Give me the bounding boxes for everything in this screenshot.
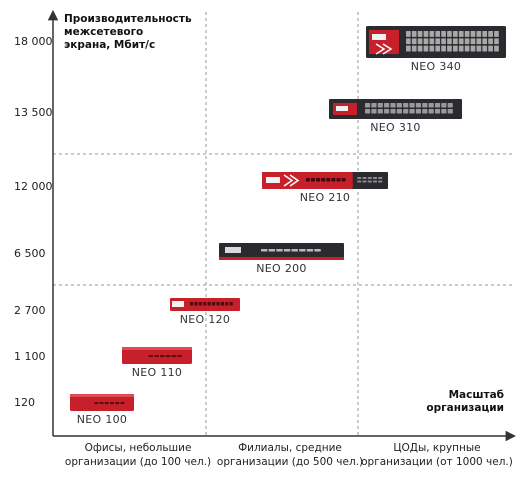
- device-neo-120: NEO 120: [170, 298, 240, 326]
- y-tick-label: 1 100: [14, 350, 46, 363]
- y-tick-label: 13 500: [14, 106, 53, 119]
- device-neo-110: NEO 110: [122, 347, 192, 379]
- device-neo-210: NEO 210: [262, 172, 388, 204]
- device-label: NEO 200: [256, 262, 306, 275]
- category-labels: Офисы, небольшие организации (до 100 чел.…: [65, 442, 513, 468]
- device-neo-340: NEO 340: [366, 26, 506, 73]
- y-tick-labels: 18 000 13 500 12 000 6 500 2 700 1 100 120: [14, 35, 53, 409]
- device-neo-310: NEO 310: [329, 99, 462, 134]
- y-tick-label: 12 000: [14, 180, 53, 193]
- category-label: Филиалы, средние организации (до 500 чел.…: [217, 442, 363, 468]
- y-tick-label: 18 000: [14, 35, 53, 48]
- category-label: Офисы, небольшие организации (до 100 чел.…: [65, 442, 211, 468]
- grid-lines: [53, 12, 514, 436]
- device-neo-200: NEO 200: [219, 243, 344, 275]
- y-tick-label: 2 700: [14, 304, 46, 317]
- x-axis-label: Масштаб организации: [426, 389, 504, 414]
- device-label: NEO 210: [300, 191, 350, 204]
- y-tick-label: 120: [14, 396, 35, 409]
- y-tick-label: 6 500: [14, 247, 46, 260]
- device-label: NEO 110: [132, 366, 182, 379]
- device-label: NEO 340: [411, 60, 461, 73]
- device-label: NEO 310: [370, 121, 420, 134]
- device-label: NEO 120: [180, 313, 230, 326]
- device-neo-100: NEO 100: [70, 394, 134, 426]
- device-label: NEO 100: [77, 413, 127, 426]
- devices: NEO 100 NEO 110 NEO 120 NEO 200 NEO 210 NEO 3…: [70, 26, 506, 426]
- category-label: ЦОДы, крупные организации (от 1000 чел.): [361, 442, 513, 468]
- axes: [47, 9, 517, 442]
- y-axis-label: Производительность межсетевого экрана, Мби…: [64, 13, 192, 51]
